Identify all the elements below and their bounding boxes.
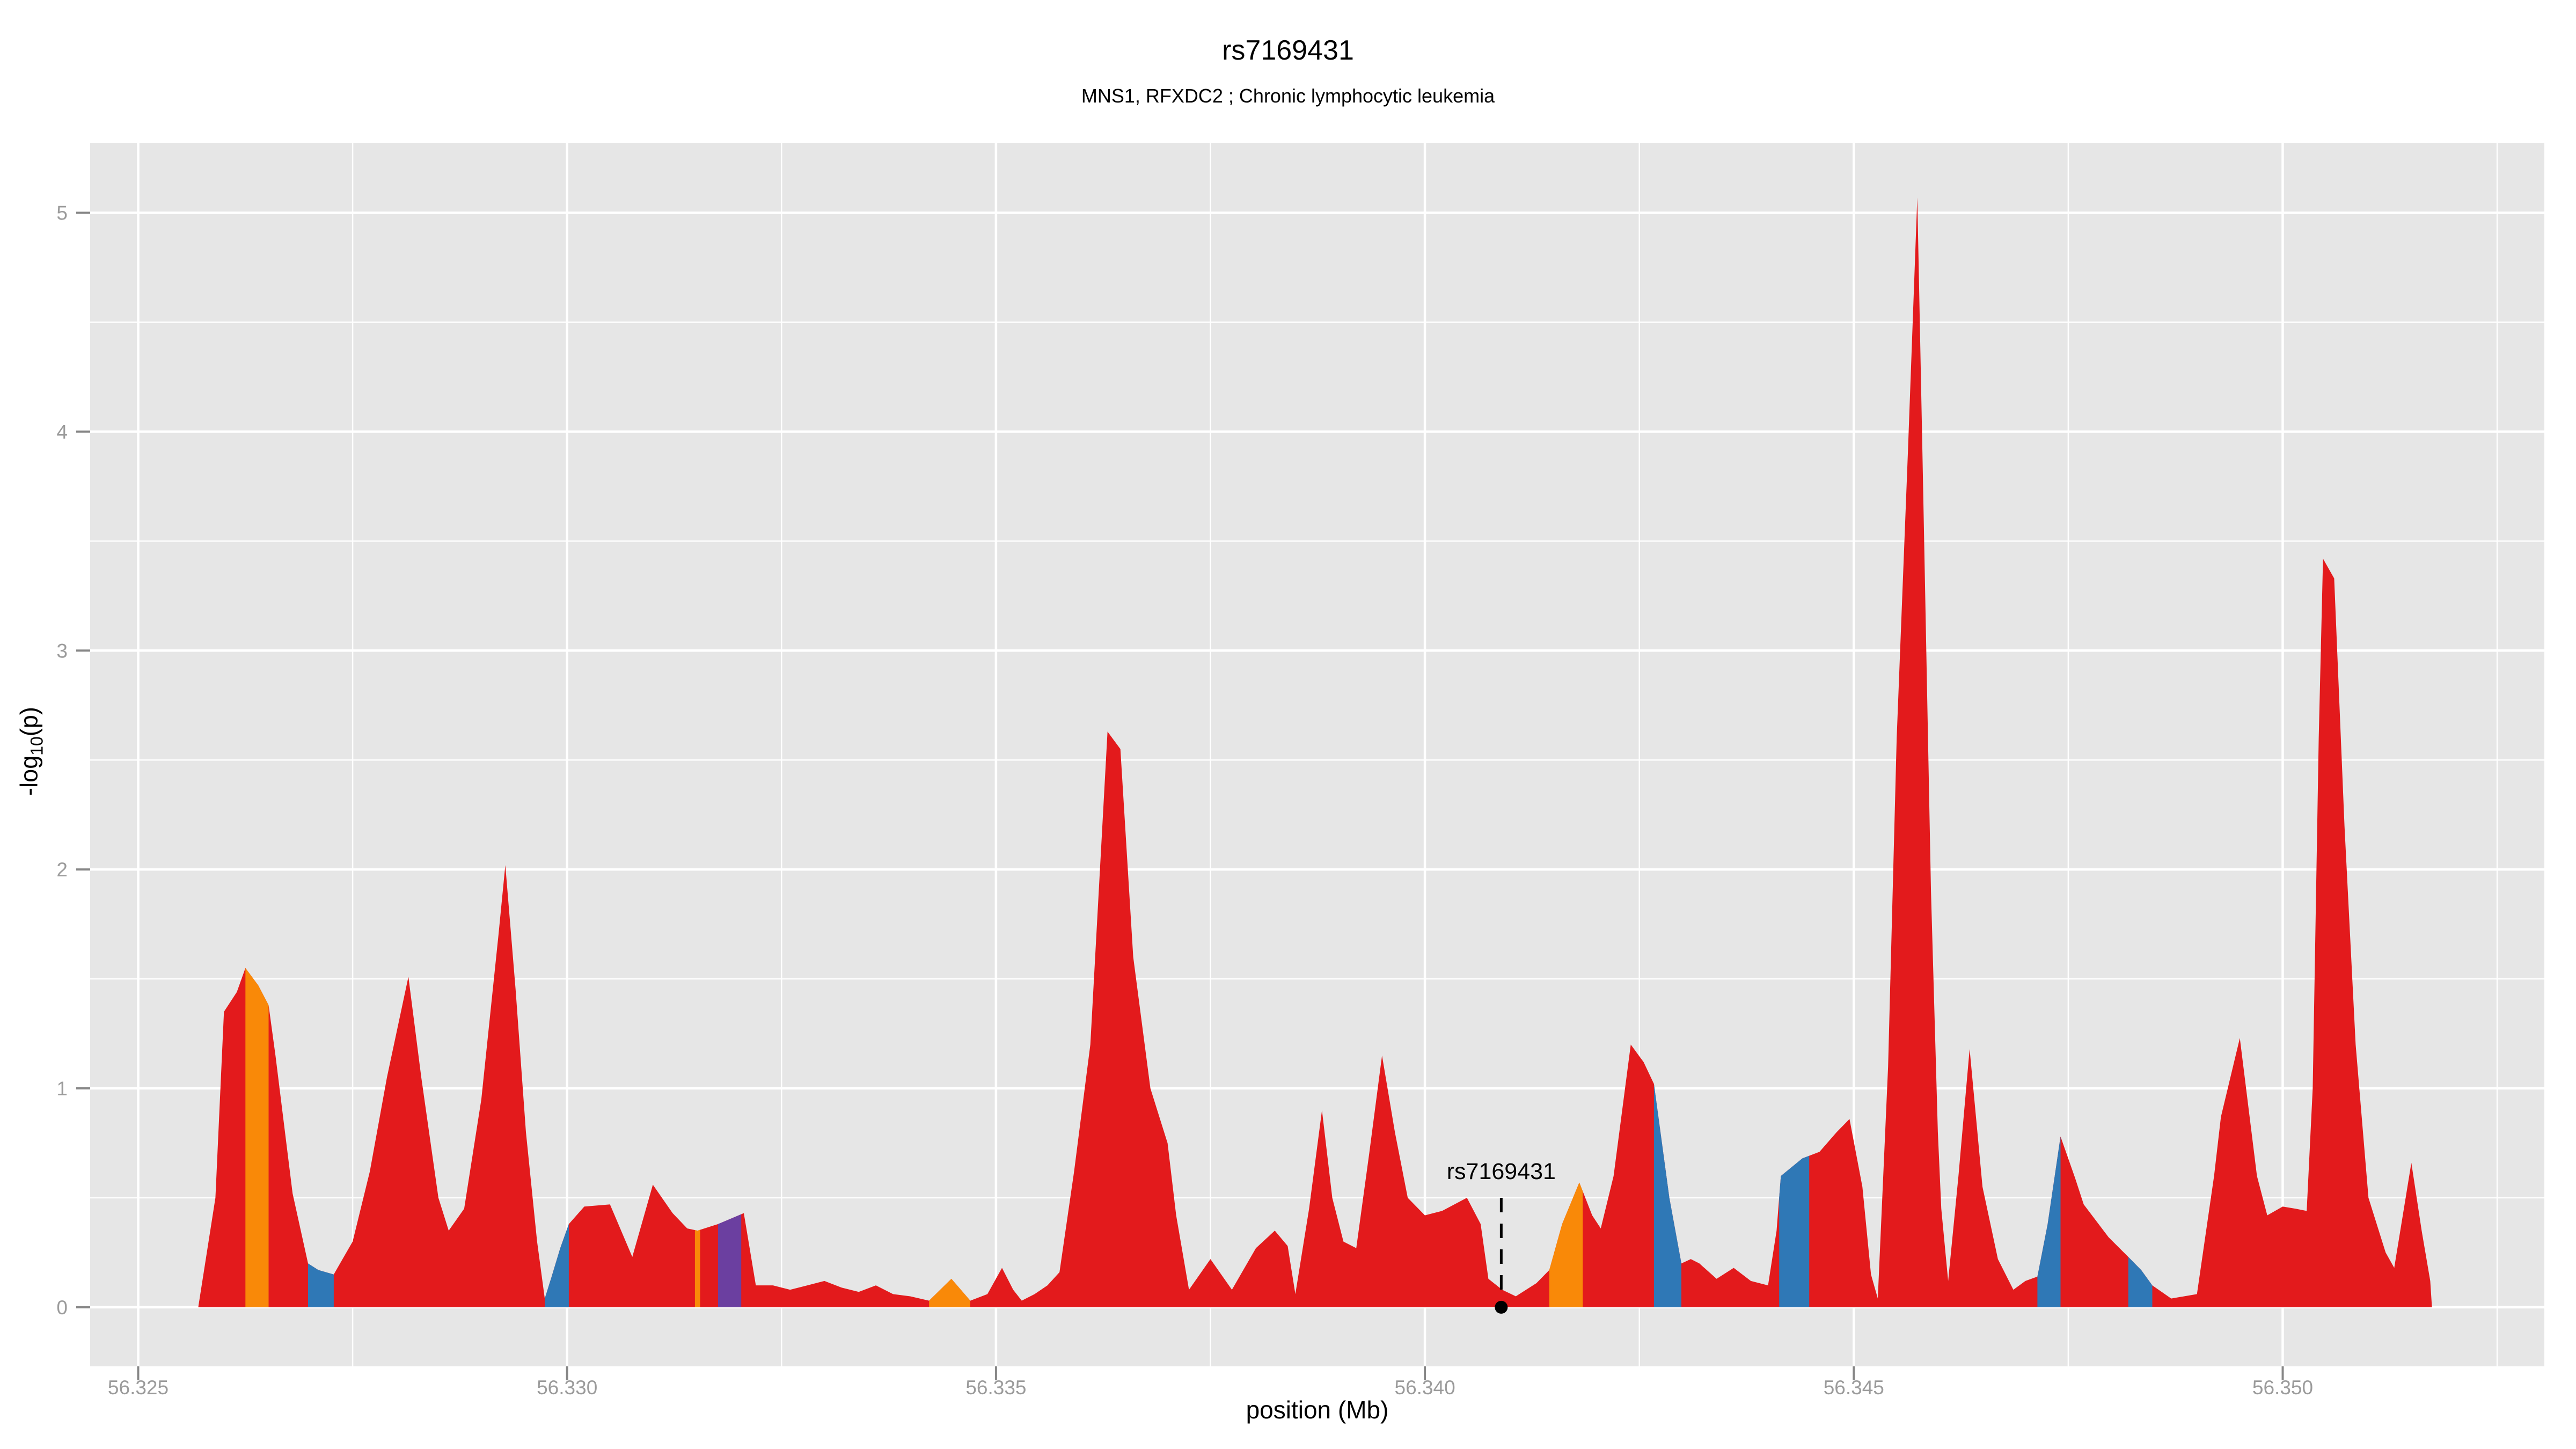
blue-band-1 (308, 1263, 334, 1307)
x-tick-label: 56.340 (1395, 1377, 1455, 1399)
x-tick-label: 56.330 (537, 1377, 597, 1399)
blue-band-3 (1653, 1084, 1681, 1307)
blue-band-5 (2037, 1136, 2061, 1307)
x-tick-label: 56.325 (108, 1377, 169, 1399)
plot-title: rs7169431 (1222, 35, 1354, 66)
association-area (198, 197, 2432, 1307)
blue-band-2 (545, 1224, 569, 1307)
y-tick-label: 4 (56, 421, 68, 443)
y-tick-label: 3 (56, 640, 68, 662)
y-tick-label: 0 (56, 1297, 68, 1319)
y-tick-label: 5 (56, 202, 68, 224)
purple-band (718, 1214, 742, 1307)
annotation-point (1495, 1300, 1508, 1314)
blue-band-4 (1779, 1155, 1810, 1307)
y-tick-label: 2 (56, 859, 68, 881)
blue-band-6 (2128, 1257, 2153, 1307)
orange-sliver (694, 1230, 700, 1307)
x-tick-label: 56.335 (965, 1377, 1026, 1399)
plot-subtitle: MNS1, RFXDC2 ; Chronic lymphocytic leuke… (1081, 85, 1495, 107)
y-tick-label: 1 (56, 1078, 68, 1100)
x-tick-label: 56.350 (2252, 1377, 2313, 1399)
orange-band-3 (1549, 1182, 1583, 1307)
orange-band-2 (929, 1278, 970, 1307)
x-axis-title: position (Mb) (1246, 1396, 1389, 1424)
orange-band-1 (245, 968, 269, 1307)
x-tick-label: 56.345 (1824, 1377, 1884, 1399)
y-axis-title: -log10(p) (15, 707, 47, 796)
annotation-label: rs7169431 (1447, 1159, 1556, 1184)
